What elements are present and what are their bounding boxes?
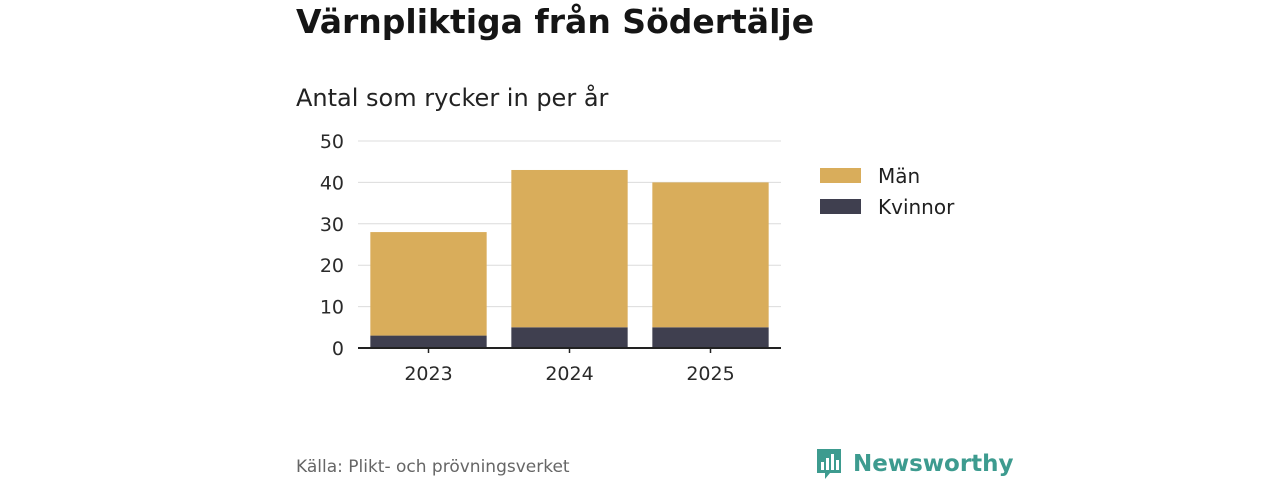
legend-item-man: Män: [820, 160, 954, 191]
legend-swatch-kvinnor: [820, 199, 861, 214]
y-tick-label-30: 30: [320, 214, 344, 236]
source-note: Källa: Plikt- och prövningsverket: [296, 457, 570, 477]
brand[interactable]: Newsworthy: [815, 447, 1014, 481]
legend-item-kvinnor: Kvinnor: [820, 191, 954, 222]
y-tick-label-20: 20: [320, 255, 344, 277]
bar-mn-2025: [652, 182, 769, 328]
newsworthy-logo-icon: [817, 449, 841, 479]
bar-kvinnor-2024: [511, 327, 628, 348]
bar-mn-2023: [370, 232, 487, 336]
chart-subtitle: Antal som rycker in per år: [296, 84, 609, 112]
y-tick-label-0: 0: [332, 338, 344, 360]
y-tick-label-10: 10: [320, 297, 344, 319]
y-tick-label-40: 40: [320, 172, 344, 194]
x-tick-label-2023: 2023: [404, 363, 452, 385]
y-tick-label-50: 50: [320, 131, 344, 153]
x-tick-label-2025: 2025: [686, 363, 734, 385]
legend-label-man: Män: [878, 163, 921, 188]
brand-name: Newsworthy: [853, 451, 1014, 477]
x-tick-label-2024: 2024: [545, 363, 593, 385]
chart-legend: Män Kvinnor: [820, 160, 954, 222]
bar-kvinnor-2023: [370, 335, 487, 348]
legend-swatch-man: [820, 168, 861, 183]
bar-kvinnor-2025: [652, 327, 769, 348]
legend-label-kvinnor: Kvinnor: [878, 194, 955, 219]
bar-mn-2024: [511, 169, 628, 328]
chart-title: Värnpliktiga från Södertälje: [296, 2, 815, 41]
